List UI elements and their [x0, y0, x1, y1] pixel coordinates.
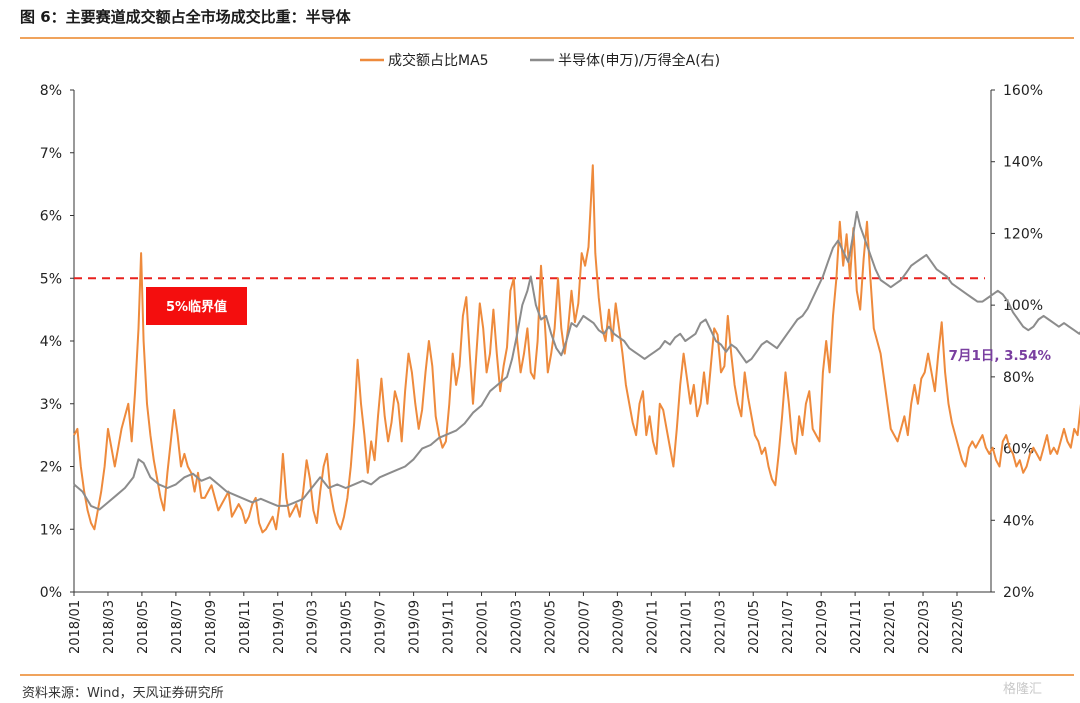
y-right-tick-label: 160% [1003, 83, 1043, 99]
y-left-tick-label: 6% [40, 209, 62, 225]
last-value-annotation: 7月1日, 3.54% [949, 348, 1052, 364]
annotations: 7月1日, 3.54% [949, 348, 1052, 364]
y-left-tick-label: 3% [40, 397, 62, 413]
x-tick-label: 2022/01 [883, 600, 898, 654]
y-left-tick-label: 1% [40, 522, 62, 538]
x-tick-label: 2019/11 [442, 600, 457, 654]
x-tick-label: 2019/01 [272, 600, 287, 654]
y-left-tick-label: 8% [40, 83, 62, 99]
x-tick-label: 2020/05 [543, 600, 558, 654]
x-tick-label: 2018/07 [170, 600, 185, 654]
x-tick-label: 2021/03 [713, 600, 728, 654]
y-left-tick-label: 2% [40, 460, 62, 476]
x-tick-label: 2020/09 [611, 600, 626, 654]
x-tick-label: 2021/05 [747, 600, 762, 654]
series-line-ratio [73, 210, 1080, 511]
footer-divider [20, 674, 1074, 676]
y-left-tick-label: 4% [40, 334, 62, 350]
x-tick-label: 2020/01 [476, 600, 491, 654]
x-tick-label: 2021/11 [849, 600, 864, 654]
y-left-tick-label: 7% [40, 146, 62, 162]
threshold-label-box [146, 287, 247, 325]
legend: 成交额占比MA5 半导体(申万)/万得全A(右) [360, 52, 720, 69]
y-right-tick-label: 120% [1003, 226, 1043, 242]
y-right-tick-label: 60% [1003, 442, 1034, 458]
x-tick-label: 2020/07 [577, 600, 592, 654]
x-tick-label: 2018/09 [204, 600, 219, 654]
x-tick-label: 2022/03 [917, 600, 932, 654]
y-left-tick-label: 0% [40, 585, 62, 601]
page-title: 图 6：主要赛道成交额占全市场成交比重：半导体 [20, 8, 351, 26]
threshold-label: 5%临界值 [166, 299, 227, 315]
x-tick-label: 2019/03 [306, 600, 321, 654]
source-note: 资料来源：Wind，天风证券研究所 [22, 686, 224, 701]
x-tick-label: 2021/07 [781, 600, 796, 654]
x-tick-label: 2018/11 [238, 600, 253, 654]
x-tick-label: 2021/01 [679, 600, 694, 654]
x-tick-label: 2022/05 [951, 600, 966, 654]
series-line-ma5 [73, 164, 1080, 534]
legend-label: 半导体(申万)/万得全A(右) [558, 52, 720, 69]
x-tick-label: 2018/03 [102, 600, 117, 654]
x-tick-label: 2018/01 [68, 600, 83, 654]
title-divider [20, 37, 1074, 39]
y-right-tick-label: 40% [1003, 513, 1034, 529]
x-tick-label: 2020/11 [645, 600, 660, 654]
x-tick-label: 2019/07 [374, 600, 389, 654]
y-right-tick-label: 80% [1003, 370, 1034, 386]
y-right-tick-label: 20% [1003, 585, 1034, 601]
axes: 0%1%2%3%4%5%6%7%8%20%40%60%80%100%120%14… [40, 83, 1043, 654]
x-tick-label: 2020/03 [510, 600, 525, 654]
y-left-tick-label: 5% [40, 271, 62, 287]
series-group [73, 164, 1080, 534]
y-right-tick-label: 140% [1003, 155, 1043, 171]
legend-label: 成交额占比MA5 [388, 52, 489, 69]
x-tick-label: 2021/09 [815, 600, 830, 654]
x-tick-label: 2019/05 [340, 600, 355, 654]
x-tick-label: 2018/05 [136, 600, 151, 654]
watermark-logo: 格隆汇 [1003, 682, 1043, 697]
x-tick-label: 2019/09 [408, 600, 423, 654]
